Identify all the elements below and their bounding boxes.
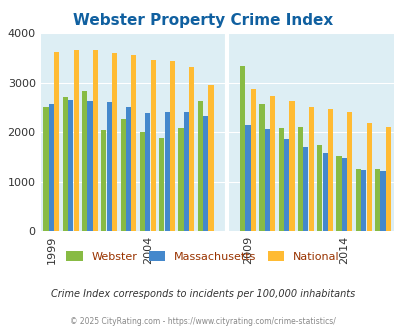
Bar [316,145,322,231]
Bar [49,104,54,231]
Bar [250,89,256,231]
Bar [62,97,68,231]
Text: Crime Index corresponds to incidents per 100,000 inhabitants: Crime Index corresponds to incidents per… [51,289,354,299]
Bar [284,139,288,231]
Bar [87,101,92,231]
Text: © 2025 CityRating.com - https://www.cityrating.com/crime-statistics/: © 2025 CityRating.com - https://www.city… [70,317,335,326]
Bar [197,101,202,231]
Bar [107,102,111,231]
Bar [336,156,341,231]
Bar [189,67,194,231]
Bar [355,169,360,231]
Bar [120,119,126,231]
Bar [303,147,308,231]
Bar [183,112,188,231]
Bar [385,127,390,231]
Bar [239,66,245,231]
Bar [278,128,283,231]
Bar [170,61,175,231]
Bar [366,123,371,231]
Bar [68,100,73,231]
Bar [327,109,333,231]
Bar [374,169,379,231]
Bar [264,129,269,231]
Bar [360,170,365,231]
Bar [178,128,183,231]
Bar [112,53,117,231]
Bar [54,52,59,231]
Bar [297,127,302,231]
Bar [379,171,385,231]
Bar [131,55,136,231]
Bar [164,112,169,231]
Bar [346,112,352,231]
Bar [341,158,346,231]
Bar [93,50,98,231]
Bar [145,113,150,231]
Bar [139,132,145,231]
Bar [289,101,294,231]
Bar [43,107,49,231]
Bar [73,50,79,231]
Bar [269,96,275,231]
Legend: Webster, Massachusetts, National: Webster, Massachusetts, National [62,247,343,267]
Bar [322,153,327,231]
Bar [245,125,250,231]
Bar [208,85,213,231]
Bar [308,107,313,231]
Bar [82,91,87,231]
Text: Webster Property Crime Index: Webster Property Crime Index [72,13,333,28]
Bar [159,139,164,231]
Bar [126,107,131,231]
Bar [202,116,208,231]
Bar [101,130,106,231]
Bar [259,104,264,231]
Bar [150,60,156,231]
